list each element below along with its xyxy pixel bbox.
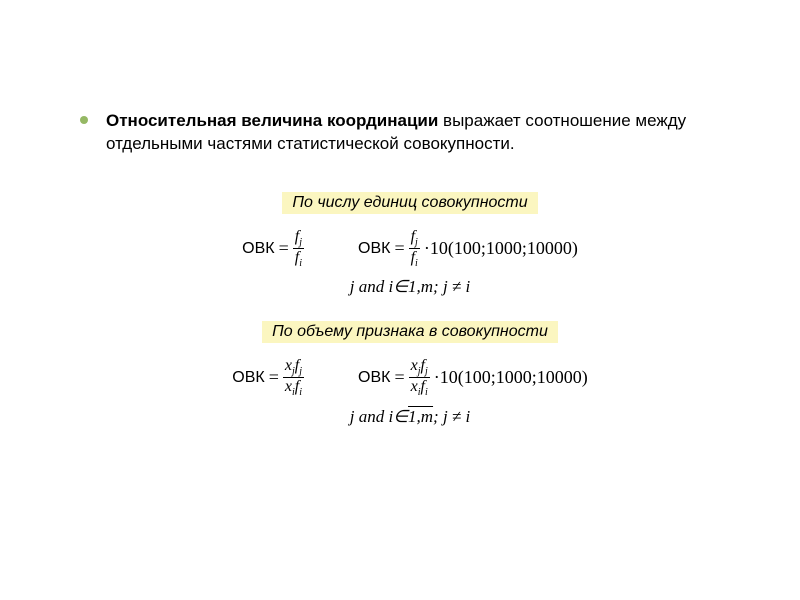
ovk-label: ОВК	[232, 369, 264, 387]
section1-formulas: ОВК = fj fi ОВК = fj fi ·10(100;1000;100…	[80, 228, 740, 269]
denominator: fi	[409, 248, 420, 269]
fraction: xjfj xifi	[409, 357, 430, 398]
numerator: fj	[409, 228, 420, 248]
equals: =	[279, 238, 289, 259]
mult-tail: ·10(100;1000;10000)	[434, 367, 588, 388]
formula-ovk1-short: ОВК = fj fi	[242, 228, 308, 269]
slide: Относительная величина координации выраж…	[0, 0, 800, 600]
bullet-item: Относительная величина координации выраж…	[80, 110, 740, 156]
fraction: fj fi	[293, 228, 304, 269]
denominator: xifi	[283, 377, 304, 398]
section1-label: По числу единиц совокупности	[282, 192, 537, 214]
fraction: xjfj xifi	[283, 357, 304, 398]
denominator: xifi	[409, 377, 430, 398]
section1: По числу единиц совокупности	[80, 186, 740, 220]
denominator: fi	[293, 248, 304, 269]
formula-ovk2-short: ОВК = xjfj xifi	[232, 357, 308, 398]
bullet-marker	[80, 116, 88, 124]
numerator: xjfj	[409, 357, 430, 377]
cond-post: ; j ≠ i	[433, 407, 470, 426]
bullet-text: Относительная величина координации выраж…	[106, 110, 740, 156]
equals: =	[269, 367, 279, 388]
equals: =	[394, 238, 404, 259]
section2-label: По объему признака в совокупности	[262, 321, 558, 343]
section2-condition: j and i∈1,m; j ≠ i	[80, 407, 740, 427]
equals: =	[394, 367, 404, 388]
section2: По объему признака в совокупности	[80, 315, 740, 349]
term: Относительная величина координации	[106, 111, 438, 130]
ovk-label: ОВК	[242, 240, 274, 258]
numerator: xjfj	[283, 357, 304, 377]
fraction: fj fi	[409, 228, 420, 269]
formula-ovk1-long: ОВК = fj fi ·10(100;1000;10000)	[358, 228, 578, 269]
ovk-label: ОВК	[358, 369, 390, 387]
numerator: fj	[293, 228, 304, 248]
section2-formulas: ОВК = xjfj xifi ОВК = xjfj xifi ·10(100;…	[80, 357, 740, 398]
formula-ovk2-long: ОВК = xjfj xifi ·10(100;1000;10000)	[358, 357, 588, 398]
cond-range: 1,m	[408, 407, 433, 426]
mult-tail: ·10(100;1000;10000)	[424, 238, 578, 259]
ovk-label: ОВК	[358, 240, 390, 258]
cond-pre: j and i∈	[350, 407, 408, 426]
section1-condition: j and i∈1,m; j ≠ i	[80, 277, 740, 297]
